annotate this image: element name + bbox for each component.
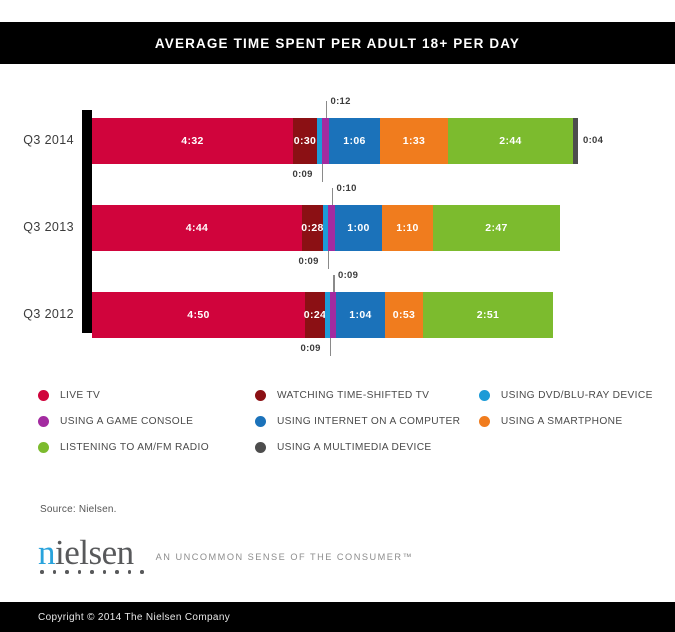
bar-segment-time-shifted-tv[interactable]: 0:30 [293, 118, 317, 164]
legend-row: LIVE TV WATCHING TIME-SHIFTED TV USING DVD… [38, 382, 668, 408]
copyright-text: Copyright © 2014 The Nielsen Company [38, 611, 231, 623]
bar-segment-dvd-bluray[interactable] [323, 205, 328, 251]
bar-segment-internet-computer[interactable]: 1:06 [329, 118, 380, 164]
segment-value-label-outside: 0:04 [583, 135, 604, 146]
bar-segment-am-fm-radio[interactable]: 2:51 [423, 292, 553, 338]
footer-bar: Copyright © 2014 The Nielsen Company [0, 602, 675, 632]
segment-callout-label: 0:09 [298, 256, 319, 267]
row-category-label: Q3 2013 [23, 220, 74, 234]
legend-label: WATCHING TIME-SHIFTED TV [276, 389, 430, 401]
legend-label: USING DVD/BLU-RAY DEVICE [500, 389, 653, 401]
legend-item[interactable]: USING A GAME CONSOLE [38, 415, 255, 427]
legend-item[interactable]: USING A SMARTPHONE [478, 415, 668, 427]
bar-segment-internet-computer[interactable]: 1:04 [336, 292, 385, 338]
segment-value-label: 1:06 [343, 135, 366, 147]
segment-value-label: 0:53 [392, 309, 416, 321]
segment-value-label: 0:30 [293, 135, 317, 147]
legend-item[interactable]: USING INTERNET ON A COMPUTER [254, 415, 479, 427]
segment-value-label: 4:44 [185, 222, 209, 234]
legend-item[interactable]: LIVE TV [38, 389, 255, 401]
bar-segment-smartphone[interactable]: 1:10 [382, 205, 433, 251]
bar-segment-dvd-bluray[interactable] [317, 118, 322, 164]
legend-row: USING A GAME CONSOLE USING INTERNET ON A … [38, 408, 668, 434]
legend-dot-icon [254, 415, 266, 427]
bar-segment-internet-computer[interactable]: 1:00 [335, 205, 382, 251]
bar-segment-am-fm-radio[interactable]: 2:47 [433, 205, 560, 251]
legend-dot-icon [478, 389, 490, 401]
legend-row: LISTENING TO AM/FM RADIO USING A MULTIMED… [38, 434, 668, 460]
callout-leader-line [331, 188, 333, 205]
segment-callout-label: 0:09 [338, 270, 359, 281]
nielsen-logo: nielsen AN UNCOMMON SENSE OF THE CONSUME… [38, 535, 414, 574]
callout-leader-line [321, 164, 323, 182]
logo-first-letter: n [38, 533, 56, 572]
segment-value-label: 1:00 [347, 222, 370, 234]
chart-title-bar: AVERAGE TIME SPENT PER ADULT 18+ PER DAY [0, 22, 675, 64]
callout-leader-line [325, 101, 327, 118]
bar-segment-live-tv[interactable]: 4:32 [92, 118, 293, 164]
segment-value-label: 2:47 [485, 222, 508, 234]
bar-segment-game-console[interactable] [330, 292, 336, 338]
segment-callout-label: 0:10 [336, 183, 357, 194]
bar-segment-live-tv[interactable]: 4:44 [92, 205, 302, 251]
segment-value-label: 4:32 [181, 135, 204, 147]
callout-leader-line [327, 251, 329, 269]
legend-dot-icon [478, 415, 490, 427]
page-title: AVERAGE TIME SPENT PER ADULT 18+ PER DAY [154, 35, 521, 51]
legend-label: USING A MULTIMEDIA DEVICE [276, 441, 432, 453]
bar-segment-time-shifted-tv[interactable]: 0:24 [303, 292, 327, 338]
legend-item[interactable]: LISTENING TO AM/FM RADIO [38, 441, 255, 453]
bar-segment-multimedia-device[interactable] [573, 118, 578, 164]
legend-label: LIVE TV [60, 389, 101, 401]
segment-value-label: 1:10 [396, 222, 419, 234]
bar-segment-game-console[interactable] [322, 118, 329, 164]
bar-segment-am-fm-radio[interactable]: 2:44 [448, 118, 573, 164]
segment-value-label: 0:24 [303, 309, 327, 321]
bar-row: Q3 2014 4:32 0:30 0:09 0:12 1:06 1:33 2:44 0:04 [0, 96, 675, 182]
nielsen-wordmark: nielsen [38, 535, 134, 570]
logo-dots-icon [40, 570, 144, 574]
segment-value-label: 1:04 [349, 309, 372, 321]
segment-callout-label: 0:09 [292, 169, 313, 180]
bar-segment-smartphone[interactable]: 1:33 [380, 118, 448, 164]
logo-rest: ielsen [55, 533, 134, 572]
legend-item[interactable]: USING DVD/BLU-RAY DEVICE [478, 389, 668, 401]
chart-legend: LIVE TV WATCHING TIME-SHIFTED TV USING DVD… [38, 382, 668, 460]
legend-label: USING INTERNET ON A COMPUTER [276, 415, 461, 427]
bar-segment-dvd-bluray[interactable] [325, 292, 330, 338]
row-category-label: Q3 2012 [23, 307, 74, 321]
callout-leader-line [333, 275, 335, 292]
logo-tagline: AN UNCOMMON SENSE OF THE CONSUMER™ [155, 552, 414, 562]
bar-segment-smartphone[interactable]: 0:53 [385, 292, 423, 338]
y-axis-line [82, 110, 92, 333]
legend-dot-icon [254, 441, 266, 453]
segment-value-label: 4:50 [187, 309, 210, 321]
segment-callout-label: 0:09 [300, 343, 321, 354]
legend-label: USING A SMARTPHONE [500, 415, 623, 427]
chart-plot-area: Q3 2014 4:32 0:30 0:09 0:12 1:06 1:33 2:44 0:04 Q… [0, 64, 675, 364]
legend-dot-icon [38, 389, 49, 401]
legend-dot-icon [254, 389, 266, 401]
bar-row: Q3 2013 4:44 0:28 0:09 0:10 1:00 1:10 2:47 [0, 183, 675, 269]
segment-value-label: 1:33 [402, 135, 426, 147]
legend-dot-icon [38, 441, 49, 453]
source-note: Source: Nielsen. [40, 504, 117, 515]
bar-row: Q3 2012 4:50 0:24 0:09 0:09 1:04 0:53 2:51 [0, 270, 675, 356]
legend-item[interactable]: USING A MULTIMEDIA DEVICE [254, 441, 479, 453]
legend-dot-icon [38, 415, 49, 427]
segment-value-label: 2:44 [499, 135, 522, 147]
bar-segment-time-shifted-tv[interactable]: 0:28 [301, 205, 324, 251]
segment-value-label: 0:28 [301, 222, 324, 234]
legend-label: LISTENING TO AM/FM RADIO [60, 441, 209, 453]
legend-label: USING A GAME CONSOLE [60, 415, 194, 427]
callout-leader-line [329, 338, 331, 356]
bar-segment-game-console[interactable] [328, 205, 335, 251]
segment-callout-label: 0:12 [330, 96, 351, 107]
legend-item[interactable]: WATCHING TIME-SHIFTED TV [254, 389, 479, 401]
bar-segment-live-tv[interactable]: 4:50 [92, 292, 305, 338]
row-category-label: Q3 2014 [23, 133, 74, 147]
segment-value-label: 2:51 [476, 309, 500, 321]
